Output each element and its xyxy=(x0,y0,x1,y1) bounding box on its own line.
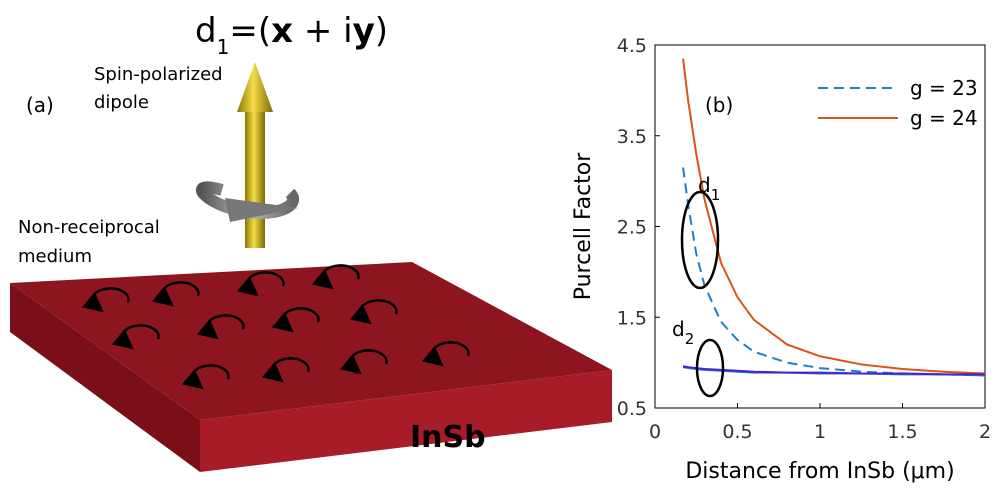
annotation-text: d xyxy=(698,173,711,197)
swirl xyxy=(311,264,360,290)
dipole-label: dipole xyxy=(94,92,149,113)
legend-label: g = 24 xyxy=(910,106,978,130)
series-line xyxy=(682,58,986,375)
swirl xyxy=(181,364,230,390)
swirl xyxy=(421,341,470,367)
dipole-title: d1=(x + iy) xyxy=(195,11,388,59)
swirls xyxy=(81,264,470,390)
dipole-label: Spin-polarized xyxy=(94,64,223,85)
swirl xyxy=(151,281,200,307)
swirl xyxy=(261,357,310,383)
panel-label: (b) xyxy=(705,93,733,117)
y-tick-label: 2.5 xyxy=(617,217,647,239)
x-tick-label: 0.5 xyxy=(722,421,752,443)
swirl xyxy=(196,314,245,340)
swirl xyxy=(81,287,130,313)
title-part: + i xyxy=(293,11,353,51)
x-tick-label: 2 xyxy=(979,421,991,443)
y-tick-label: 3.5 xyxy=(617,126,647,148)
dipole-head xyxy=(237,62,273,112)
slab-side xyxy=(10,283,200,472)
annotation-text: d xyxy=(672,317,685,341)
annotation-subscript: 1 xyxy=(711,186,721,204)
material-label: InSb xyxy=(410,420,486,455)
title-part: x xyxy=(271,11,293,51)
title-part: =( xyxy=(229,11,271,51)
medium-label: Non-receiprocal xyxy=(18,217,160,238)
swirl xyxy=(271,307,320,333)
x-tick-label: 0 xyxy=(649,421,661,443)
swirl xyxy=(236,271,285,297)
y-tick-label: 0.5 xyxy=(617,398,647,420)
x-axis-label: Distance from InSb (μm) xyxy=(685,459,954,484)
swirl xyxy=(111,324,160,350)
panel-label: (a) xyxy=(26,93,54,117)
y-tick-label: 1.5 xyxy=(617,307,647,329)
swirl xyxy=(349,299,398,325)
x-tick-label: 1.5 xyxy=(887,421,917,443)
y-axis-label: Purcell Factor xyxy=(571,152,596,301)
medium-label: medium xyxy=(18,246,92,267)
dipole-shaft xyxy=(245,108,265,248)
annotation-ellipse xyxy=(695,338,725,398)
x-tick-label: 1 xyxy=(814,421,826,443)
annotation: d2 xyxy=(672,317,694,348)
title-part: 1 xyxy=(217,35,230,59)
rotation-head xyxy=(225,198,298,222)
legend-label: g = 23 xyxy=(910,76,978,100)
title-part: ) xyxy=(375,11,388,51)
title-part: d xyxy=(195,11,217,51)
y-tick-label: 4.5 xyxy=(617,35,647,57)
annotation-subscript: 2 xyxy=(685,330,695,348)
swirl xyxy=(339,349,388,375)
slab-front xyxy=(200,370,612,472)
title-part: y xyxy=(353,11,375,51)
series-line xyxy=(682,365,985,376)
annotation-ellipse xyxy=(680,190,720,290)
series-line xyxy=(682,167,986,377)
annotation: d1 xyxy=(698,173,720,204)
